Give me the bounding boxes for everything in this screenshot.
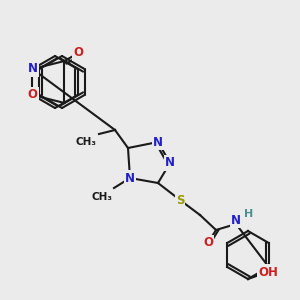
Text: H: H bbox=[244, 209, 253, 219]
Text: OH: OH bbox=[258, 266, 278, 278]
Text: CH₃: CH₃ bbox=[91, 192, 112, 202]
Text: CH₃: CH₃ bbox=[76, 137, 97, 147]
Text: O: O bbox=[203, 236, 213, 250]
Text: O: O bbox=[28, 88, 38, 101]
Text: N: N bbox=[231, 214, 241, 226]
Text: N: N bbox=[125, 172, 135, 184]
Text: O: O bbox=[74, 46, 83, 59]
Text: N: N bbox=[165, 157, 175, 169]
Text: N: N bbox=[153, 136, 163, 148]
Text: N: N bbox=[28, 62, 38, 76]
Text: S: S bbox=[176, 194, 184, 206]
